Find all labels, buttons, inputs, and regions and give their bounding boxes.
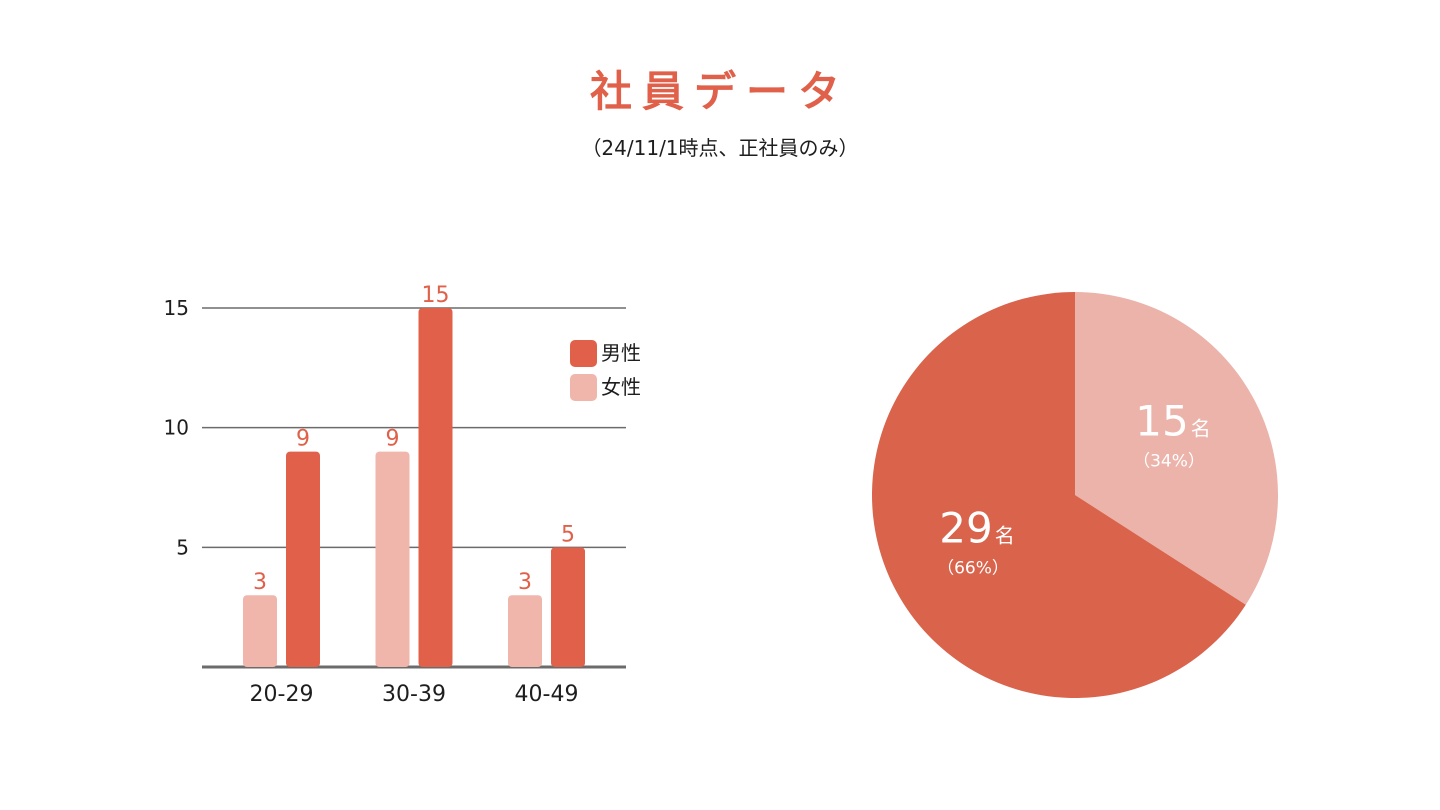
x-tick-label: 40-49 <box>515 682 579 707</box>
bar-data-label: 9 <box>386 427 400 452</box>
bar <box>418 308 453 667</box>
pie-slice <box>1075 292 1278 605</box>
chart-title: 社員データ <box>589 67 850 116</box>
legend-swatch <box>570 340 597 367</box>
bar-data-label: 3 <box>253 570 267 595</box>
pie-value-label: 29名 <box>939 504 1014 553</box>
bar <box>286 451 320 667</box>
pie-slice <box>871 292 1246 698</box>
legend-label: 女性 <box>601 375 641 399</box>
bar <box>508 595 542 667</box>
bar-data-label: 15 <box>422 283 450 308</box>
bar-data-label: 5 <box>561 522 575 547</box>
x-tick-label: 20-29 <box>250 682 314 707</box>
y-tick-label: 10 <box>164 416 189 440</box>
legend-label: 男性 <box>601 341 641 365</box>
y-tick-label: 15 <box>164 296 189 320</box>
pie-value-label: 15 名 <box>1135 396 1210 445</box>
pie-percent-label: （66%） <box>937 559 1009 579</box>
bar <box>375 451 410 667</box>
legend-swatch <box>570 374 597 401</box>
bar <box>243 595 277 667</box>
bar <box>551 547 585 667</box>
bar-data-label: 9 <box>296 427 310 452</box>
pie-percent-label: （34%） <box>1133 451 1205 471</box>
bar-data-label: 3 <box>518 570 532 595</box>
x-tick-label: 30-39 <box>382 682 446 707</box>
chart-subtitle: （24/11/1時点、正社員のみ） <box>581 136 859 160</box>
y-tick-label: 5 <box>176 535 189 559</box>
